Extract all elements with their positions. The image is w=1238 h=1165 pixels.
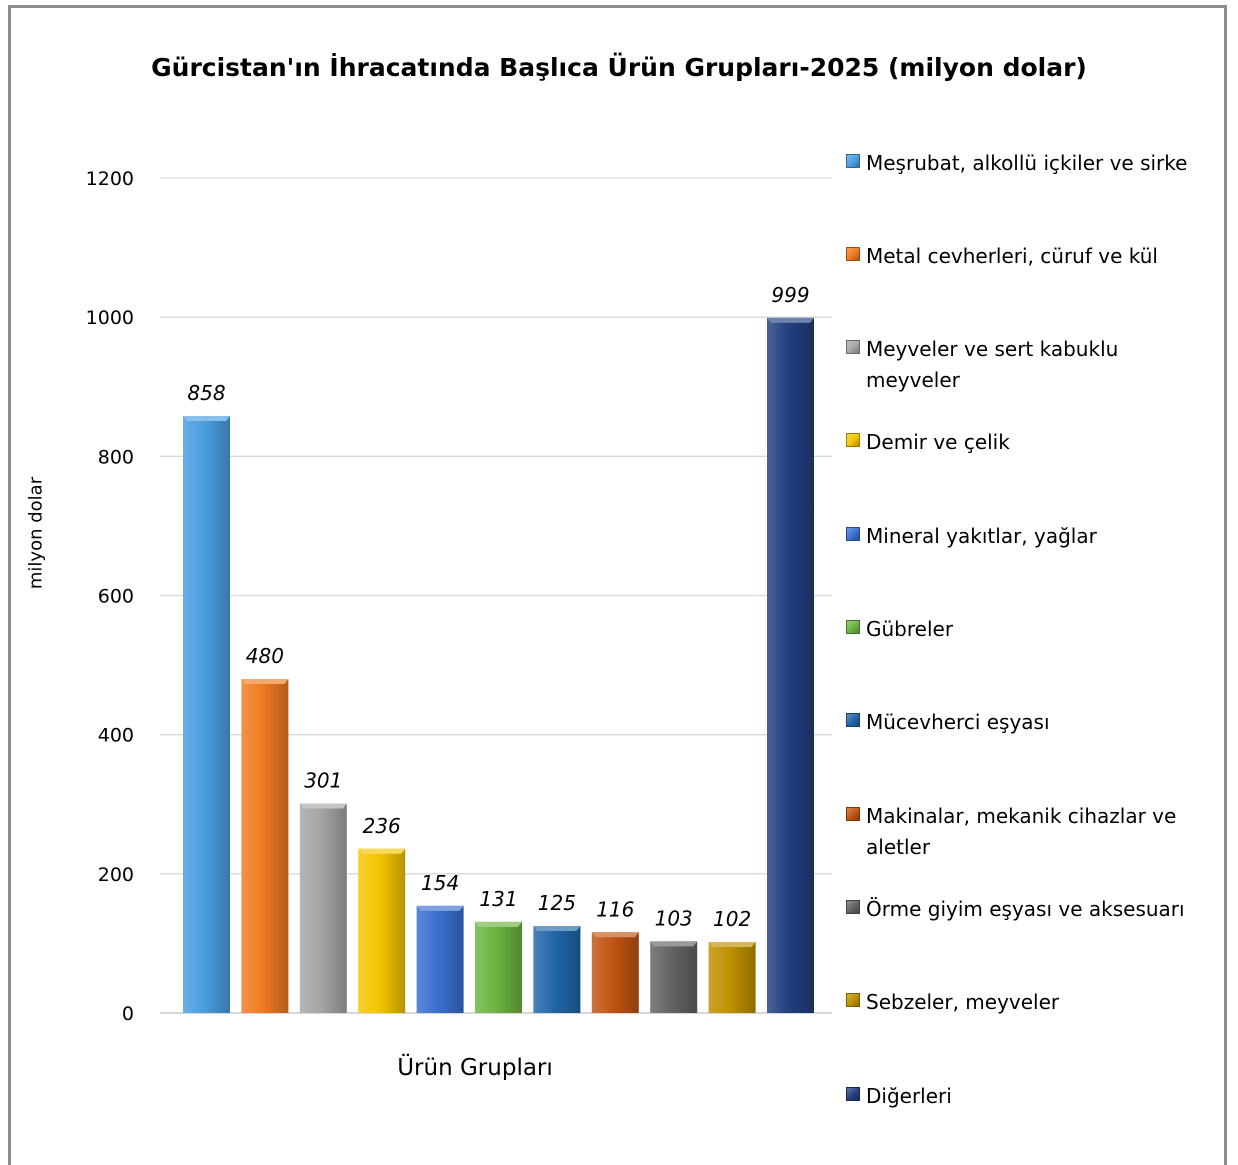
legend-item: Demir ve çelik xyxy=(846,427,1218,458)
data-label: 154 xyxy=(421,871,459,895)
y-tick-label: 200 xyxy=(98,864,134,886)
legend-label: Meyveler ve sert kabuklu meyveler xyxy=(866,337,1119,392)
chart-title: Gürcistan'ın İhracatında Başlıca Ürün Gr… xyxy=(151,53,1087,82)
legend-item: Mücevherci eşyası xyxy=(846,707,1218,738)
legend-swatch xyxy=(846,993,860,1007)
y-tick-label: 1200 xyxy=(86,168,134,190)
bar-top-bevel xyxy=(767,317,814,323)
bar-top-bevel xyxy=(650,941,698,947)
legend-item: Sebzeler, meyveler xyxy=(846,987,1218,1018)
legend-swatch xyxy=(846,807,860,821)
bar xyxy=(299,803,347,1013)
data-label: 480 xyxy=(246,644,284,668)
bar xyxy=(475,921,522,1013)
legend-swatch xyxy=(846,713,860,727)
bar xyxy=(708,942,756,1013)
bar xyxy=(183,415,230,1014)
legend-item: Mineral yakıtlar, yağlar xyxy=(846,521,1218,552)
bar xyxy=(767,317,814,1013)
legend-swatch xyxy=(846,620,860,634)
legend-item: Gübreler xyxy=(846,614,1218,645)
legend-label: Meşrubat, alkollü içkiler ve sirke xyxy=(866,151,1188,175)
legend-label: Diğerleri xyxy=(866,1084,952,1108)
bar-top-bevel xyxy=(475,921,522,927)
legend-item: Meşrubat, alkollü içkiler ve sirke xyxy=(846,148,1218,179)
legend-swatch xyxy=(846,433,860,447)
legend-item: Makinalar, mekanik cihazlar ve aletler xyxy=(846,801,1218,863)
data-label: 999 xyxy=(771,283,809,307)
bar-top-bevel xyxy=(591,932,639,938)
data-label: 103 xyxy=(655,906,693,930)
legend-swatch xyxy=(846,527,860,541)
bar xyxy=(416,905,464,1013)
legend-swatch xyxy=(846,1087,860,1101)
legend-label: Makinalar, mekanik cihazlar ve aletler xyxy=(866,804,1177,859)
bar-top-bevel xyxy=(416,905,464,911)
legend-swatch xyxy=(846,340,860,354)
legend-item: Diğerleri xyxy=(846,1081,1218,1112)
legend-label: Metal cevherleri, cüruf ve kül xyxy=(866,244,1158,268)
legend-item: Meyveler ve sert kabuklu meyveler xyxy=(846,334,1218,396)
bar-top-bevel xyxy=(241,679,289,684)
legend-swatch xyxy=(846,247,860,261)
data-label: 116 xyxy=(596,897,634,921)
bar-top-bevel xyxy=(533,926,581,932)
bar xyxy=(358,848,406,1013)
y-axis-label: milyon dolar xyxy=(25,476,47,590)
x-axis-label: Ürün Grupları xyxy=(397,1055,553,1081)
bar xyxy=(591,932,639,1013)
legend-label: Mücevherci eşyası xyxy=(866,710,1050,734)
data-label: 131 xyxy=(479,887,517,911)
legend-swatch xyxy=(846,154,860,168)
bar xyxy=(533,926,581,1013)
bar xyxy=(241,679,289,1013)
data-label: 102 xyxy=(713,907,751,931)
bar-top-bevel xyxy=(708,942,756,948)
legend-item: Metal cevherleri, cüruf ve kül xyxy=(846,241,1218,272)
data-label: 125 xyxy=(538,891,576,915)
legend-label: Gübreler xyxy=(866,617,954,641)
y-tick-label: 1000 xyxy=(86,307,134,329)
y-tick-label: 600 xyxy=(98,586,134,608)
bar-top-bevel xyxy=(183,415,230,421)
bar-top-bevel xyxy=(358,848,406,854)
bar xyxy=(650,941,698,1013)
legend-label: Örme giyim eşyası ve aksesuarı xyxy=(866,897,1185,921)
legend-label: Demir ve çelik xyxy=(866,430,1010,454)
legend-swatch xyxy=(846,900,860,914)
data-label: 301 xyxy=(304,769,342,793)
y-tick-label: 0 xyxy=(122,1003,134,1025)
y-tick-label: 800 xyxy=(98,446,134,468)
legend-item: Örme giyim eşyası ve aksesuarı xyxy=(846,894,1218,925)
y-tick-label: 400 xyxy=(98,725,134,747)
data-label: 858 xyxy=(187,381,225,405)
legend-label: Mineral yakıtlar, yağlar xyxy=(866,524,1097,548)
bar-top-bevel xyxy=(299,803,347,809)
legend-label: Sebzeler, meyveler xyxy=(866,990,1060,1014)
data-label: 236 xyxy=(363,814,401,838)
